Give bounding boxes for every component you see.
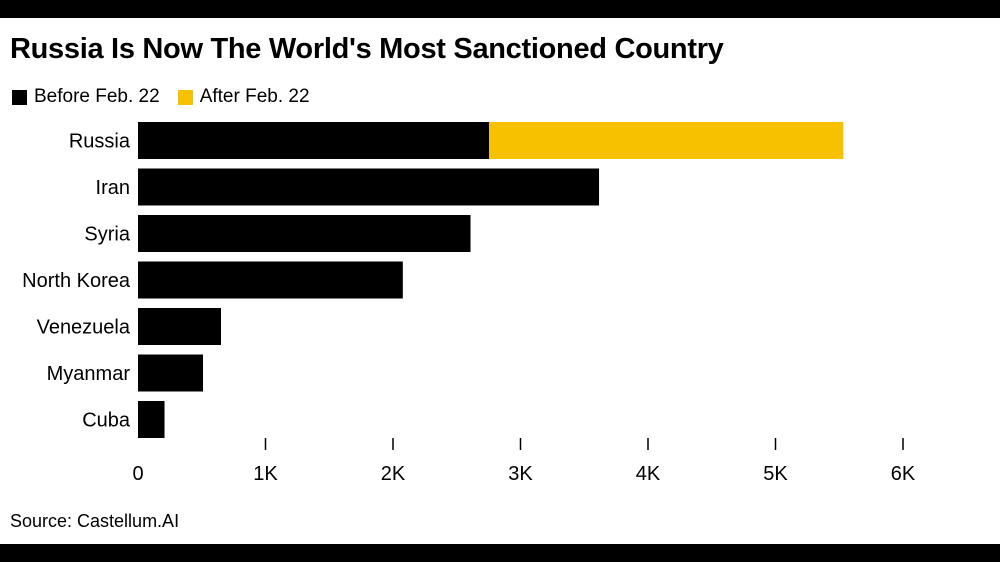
x-tick-label-5k: 5K	[763, 463, 788, 485]
x-tick-label-1k: 1K	[253, 463, 278, 485]
bar-chart: Russia Iran Syria North Korea Venezuela Myanm…	[22, 122, 916, 485]
category-label-russia: Russia	[69, 131, 131, 153]
legend-swatch-after	[177, 89, 193, 105]
legend-item-before: Before Feb. 22	[12, 86, 160, 108]
legend-swatch-before	[12, 89, 27, 105]
bar-syria-before	[138, 215, 471, 252]
category-label-cuba: Cuba	[82, 410, 131, 432]
x-tick-label-3k: 3K	[508, 463, 533, 485]
legend: Before Feb. 22 After Feb. 22	[12, 86, 328, 108]
x-tick-label-4k: 4K	[636, 463, 661, 485]
category-label-north-korea: North Korea	[22, 270, 131, 292]
x-tick-label-2k: 2K	[381, 463, 406, 485]
bar-cuba-before	[138, 401, 165, 438]
category-label-myanmar: Myanmar	[47, 363, 131, 385]
chart-title: Russia Is Now The World's Most Sanctione…	[10, 33, 724, 65]
x-tick-label-6k: 6K	[891, 463, 916, 485]
legend-label-before: Before Feb. 22	[34, 86, 160, 107]
legend-label-after: After Feb. 22	[199, 86, 310, 107]
chart-frame: Russia Is Now The World's Most Sanctione…	[0, 18, 1000, 544]
bar-myanmar-before	[138, 354, 204, 392]
source-note: Source: Castellum.AI	[10, 511, 180, 531]
bar-venezuela-before	[138, 308, 222, 345]
category-label-venezuela: Venezuela	[37, 317, 131, 339]
category-label-iran: Iran	[96, 177, 130, 199]
bar-russia-after	[489, 122, 844, 159]
bar-north-korea-before	[138, 261, 403, 299]
bar-iran-before	[138, 168, 600, 206]
category-label-syria: Syria	[84, 224, 130, 246]
legend-item-after: After Feb. 22	[177, 86, 310, 108]
bar-russia-before	[138, 122, 490, 159]
x-tick-label-0: 0	[132, 463, 143, 485]
